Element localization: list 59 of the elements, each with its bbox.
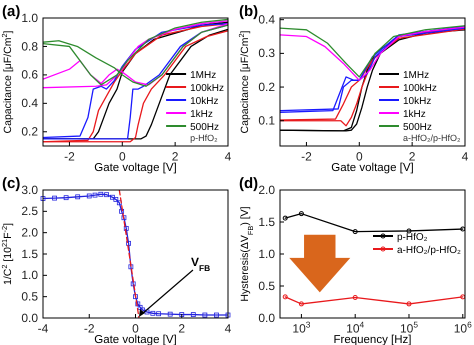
y-tick-label: 2.5 (21, 204, 38, 218)
legend-label: a-HfO₂/p-HfO₂ (397, 245, 461, 256)
x-axis-title: Gate voltage [V] (94, 162, 177, 174)
y-tick-label: 0.3 (258, 46, 276, 60)
y-tick-label: 0.4 (21, 96, 38, 110)
legend-label: 1kHz (190, 109, 213, 120)
legend-label: 500Hz (190, 122, 219, 133)
x-axis-title: Gate voltage [V] (331, 162, 414, 174)
chart-title: (a) (2, 3, 20, 20)
legend-label: 10kHz (190, 96, 218, 107)
y-tick-label: 1.0 (21, 10, 38, 25)
x-tick-label: 10$^{5}$ (400, 320, 418, 336)
x-tick-label: -4 (38, 322, 49, 336)
y-tick-label: 0.6 (21, 68, 38, 82)
x-tick-label: 10$^{3}$ (292, 320, 311, 336)
y-tick-label: 1.5 (258, 214, 276, 229)
y-tick-label: 0.2 (21, 124, 38, 139)
legend-label: 100kHz (403, 83, 437, 94)
annotation: a-HfO₂/p-HfO₂ (403, 133, 461, 143)
y-tick-label: 0.0 (21, 310, 38, 325)
legend-label: 100kHz (190, 83, 224, 94)
x-tick-label: 4 (224, 150, 232, 164)
y-tick-label: 3.0 (21, 182, 38, 197)
legend-label: 10kHz (403, 96, 432, 107)
y-tick-label: 0.1 (258, 114, 276, 128)
x-tick-label: 0 (356, 150, 363, 164)
x-tick-label: 0 (132, 322, 140, 336)
annotation: V$_{FB}$ (190, 255, 210, 273)
y-tick-label: 1.5 (21, 246, 38, 261)
y-tick-label: 2.0 (21, 226, 38, 240)
legend-label: 1kHz (403, 109, 426, 120)
y-tick-label: 0.0 (258, 310, 276, 325)
y-tick-label: 1.0 (21, 268, 38, 282)
y-tick-label: 0.5 (21, 290, 38, 304)
chart-title: (c) (2, 175, 20, 192)
x-tick-label: -2 (64, 150, 76, 164)
y-tick-label: 0.4 (258, 12, 276, 27)
y-tick-label: 2.0 (258, 182, 276, 197)
y-tick-label: 0.8 (21, 39, 38, 54)
annotation: p-HfO₂ (190, 133, 218, 143)
x-tick-label: 10$^{4}$ (346, 320, 365, 336)
legend-label: 1MHz (403, 70, 430, 81)
y-tick-label: 0.5 (258, 278, 276, 293)
legend-label: p-HfO₂ (397, 232, 428, 243)
y-tick-label: 1.0 (258, 246, 276, 261)
x-tick-label: 10$^{6}$ (454, 320, 472, 336)
x-tick-label: 4 (462, 150, 469, 164)
legend-label: 500Hz (403, 122, 432, 133)
x-tick-label: 0 (118, 150, 126, 164)
x-tick-label: 2 (408, 150, 416, 164)
x-tick-label: -2 (301, 150, 312, 164)
x-tick-label: -2 (84, 322, 95, 336)
x-tick-label: 2 (172, 150, 179, 164)
chart-title: (d) (239, 175, 258, 192)
legend-label: 1MHz (190, 70, 216, 81)
x-tick-label: 2 (178, 322, 186, 336)
x-tick-label: 4 (224, 322, 232, 336)
chart-title: (b) (239, 3, 258, 20)
y-tick-label: 0.2 (258, 80, 276, 94)
